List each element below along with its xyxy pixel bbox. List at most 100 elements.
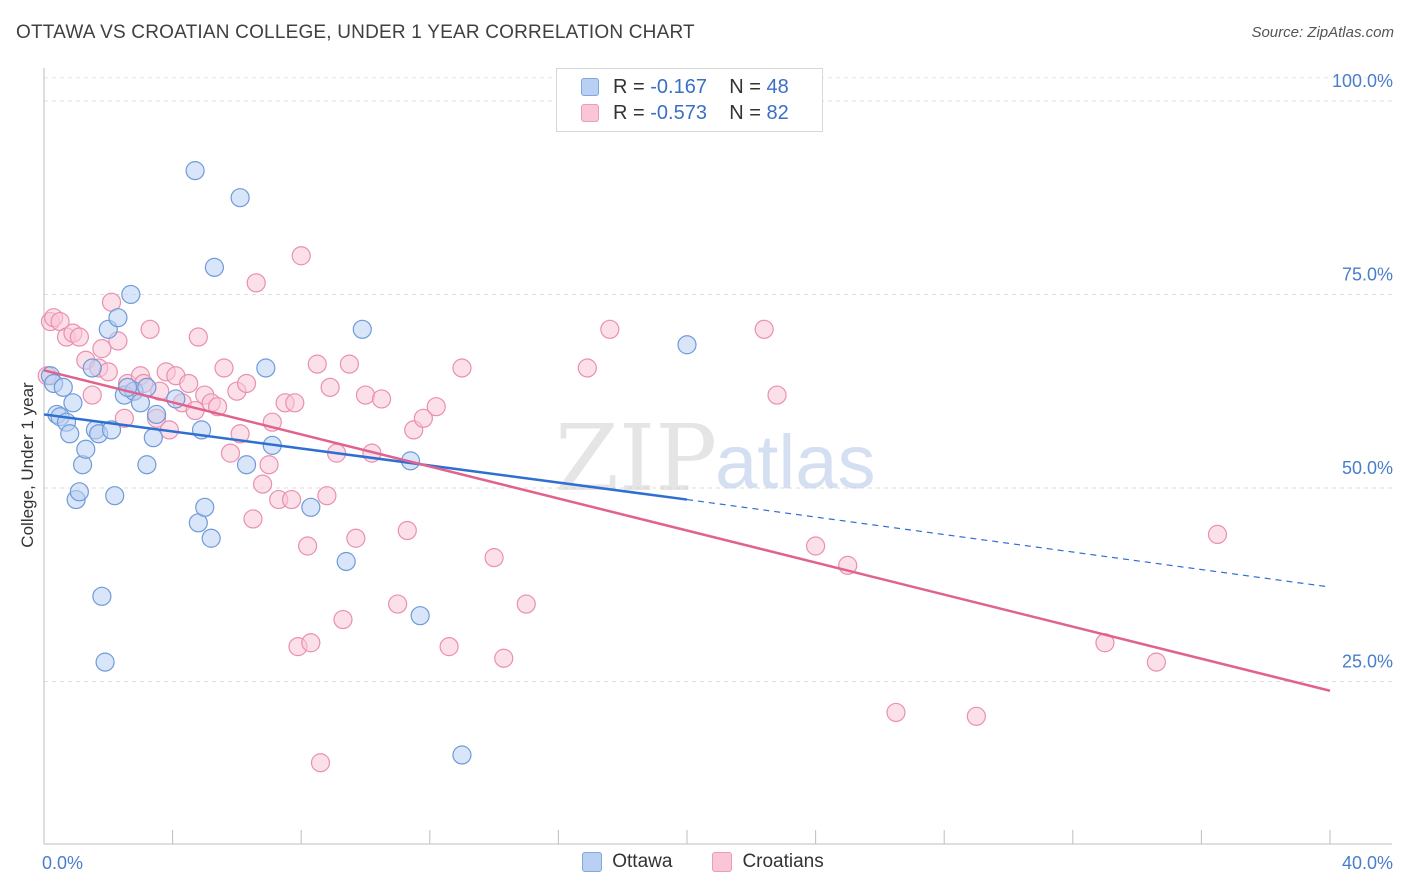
croatians-point [333, 609, 353, 630]
croatians-legend-swatch [712, 852, 733, 872]
ottawa-point [101, 420, 122, 440]
legend-n-value-croatians: 82 [766, 101, 789, 124]
ottawa-point [236, 455, 257, 475]
croatians-point [307, 354, 327, 374]
tick-labels: 25.0% 50.0% 75.0% 100.0% 0.0% 40.0% [42, 71, 1393, 873]
croatians-point [439, 637, 459, 657]
croatians-point [285, 393, 305, 413]
ottawa-point [92, 586, 112, 606]
ottawa-point [137, 455, 157, 475]
ottawa-point [60, 424, 80, 444]
croatians-point [452, 358, 472, 378]
y-tick-label: 50.0% [1342, 458, 1393, 478]
croatians-point [220, 443, 241, 463]
croatians-point [310, 753, 331, 773]
croatians-point [577, 358, 597, 378]
ottawa-point [201, 528, 221, 548]
ottawa-swatch [581, 78, 599, 96]
legend-item-ottawa[interactable]: Ottawa [582, 851, 672, 873]
y-tick-label: 25.0% [1342, 651, 1393, 671]
croatians-swatch [581, 104, 599, 122]
ottawa-point [256, 358, 276, 378]
ottawa-point [72, 455, 93, 475]
croatians-point [339, 354, 360, 374]
y-tick-label: 75.0% [1342, 264, 1393, 284]
croatians-point [397, 520, 417, 541]
croatians-point [767, 385, 787, 405]
legend-ottawa-label: Ottawa [612, 851, 673, 872]
chart-title: OTTAWA VS CROATIAN COLLEGE, UNDER 1 YEAR… [16, 22, 695, 43]
x-tick-label-min: 0.0% [42, 853, 83, 873]
ottawa-point [108, 308, 128, 328]
legend-n-value-ottawa: 48 [766, 75, 789, 98]
legend-item-croatians[interactable]: Croatians [712, 851, 824, 873]
croatians-point [494, 648, 514, 668]
croatians-point [371, 389, 392, 409]
watermark-atlas: atlas [715, 420, 876, 505]
croatians-point [179, 373, 199, 394]
croatians-point [259, 455, 279, 475]
ottawa-point [95, 652, 115, 672]
ottawa-point [410, 606, 430, 626]
ottawa-point [105, 486, 125, 506]
ottawa-point [204, 257, 224, 277]
croatians-point [69, 327, 89, 347]
ottawa-point [195, 497, 215, 517]
ottawa-point [63, 393, 83, 413]
croatians-point [92, 339, 112, 359]
croatians-point [516, 594, 536, 614]
croatians-point [388, 594, 408, 614]
trend-lines [43, 369, 1331, 692]
ottawa-point [677, 335, 697, 355]
croatians-point [188, 327, 208, 347]
croatians-point [320, 377, 340, 397]
ottawa-point [230, 188, 250, 208]
legend-n-label: N = [729, 101, 761, 124]
ottawa-point [82, 358, 102, 378]
ottawa-trend-line [43, 413, 688, 501]
croatians-point [82, 385, 102, 405]
croatians-point [317, 486, 337, 506]
source-label: Source: ZipAtlas.com [1251, 24, 1394, 41]
ottawa-point [352, 319, 372, 339]
legend-r-value-croatians: -0.573 [650, 101, 707, 124]
ottawa-point [143, 428, 163, 448]
series-legend: Ottawa Croatians [0, 851, 1406, 873]
ottawa-point [69, 482, 89, 502]
croatians-point [114, 408, 134, 428]
ottawa-point [301, 497, 321, 517]
croatians-point [98, 362, 118, 382]
croatians-point [236, 373, 257, 394]
watermark-zip: ZIP [555, 405, 717, 512]
ottawa-point [121, 284, 141, 305]
croatians-point [600, 319, 620, 339]
legend-r-label: R = [613, 101, 645, 124]
croatians-point [1146, 652, 1166, 672]
axes [43, 68, 1392, 845]
croatians-point [413, 408, 433, 428]
ottawa-point [146, 404, 167, 425]
croatians-point [253, 474, 273, 494]
croatians-point [754, 319, 774, 339]
croatians-point [243, 509, 263, 529]
croatians-point [484, 548, 504, 568]
croatians-point [886, 702, 906, 723]
croatians-point [298, 536, 318, 556]
croatians-point [346, 528, 366, 548]
legend-croatians-label: Croatians [742, 851, 824, 872]
watermark: ZIP atlas [555, 405, 876, 512]
croatians-point [355, 385, 376, 405]
croatians-point [140, 319, 160, 339]
croatians-point [966, 706, 986, 726]
legend-r-label: R = [613, 75, 645, 98]
croatians-point [230, 424, 250, 444]
croatians-point [426, 397, 446, 417]
ottawa-point [53, 377, 73, 397]
ottawa-point [336, 551, 356, 572]
croatians-point [246, 273, 266, 293]
legend-row-ottawa: R = -0.167 N = 48 [581, 74, 789, 100]
legend-r-value-ottawa: -0.167 [650, 75, 707, 98]
croatians-point [281, 489, 302, 510]
croatians-point [805, 536, 826, 556]
